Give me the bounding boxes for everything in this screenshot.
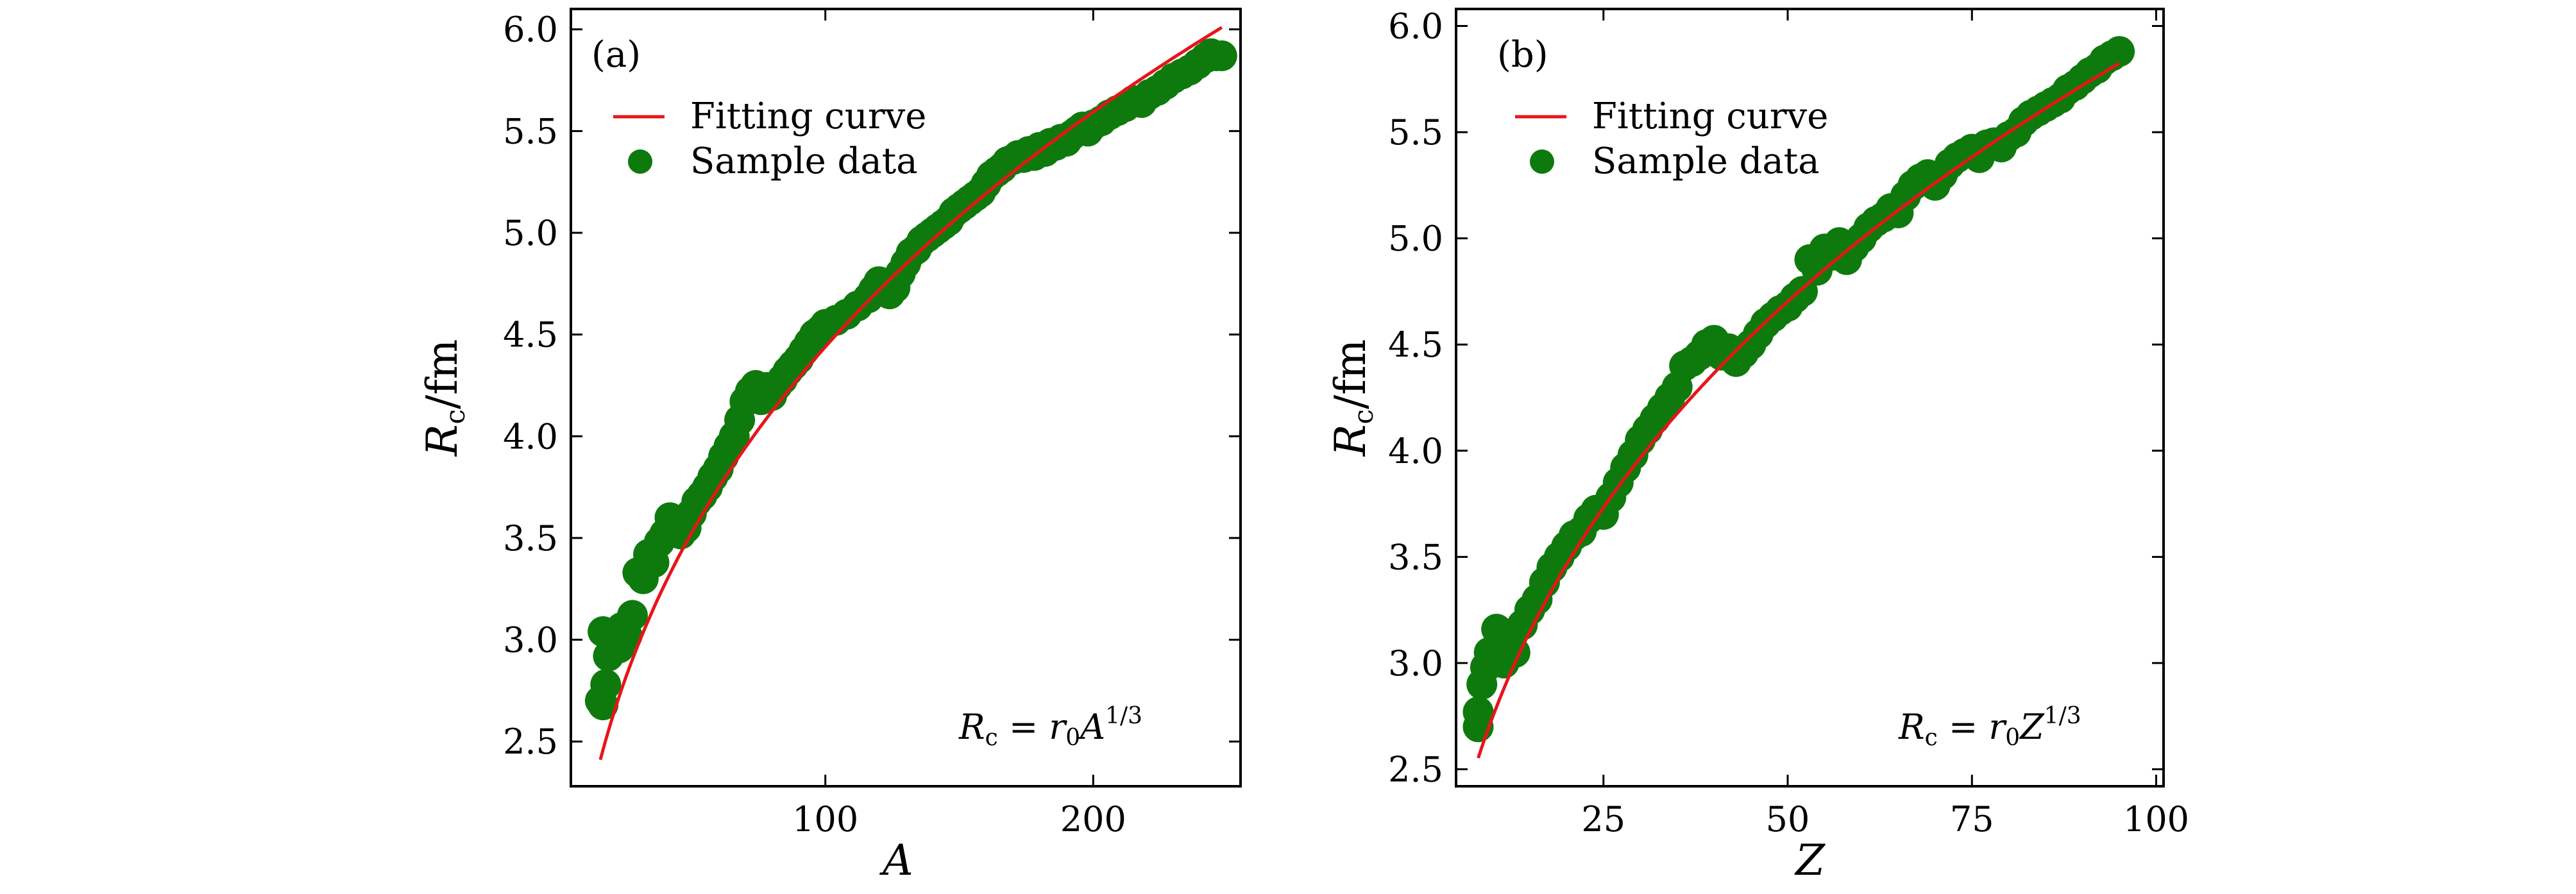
panel-b-legend: Fitting curve Sample data — [1515, 96, 1828, 182]
panel-a-fit-formula: Rc = r0A1/3 — [958, 703, 1142, 751]
panel-b-y-tick-label: 2.5 — [1388, 750, 1443, 790]
panel-b-legend-marker-swatch — [1530, 149, 1554, 174]
panel-a-y-tick-label: 4.5 — [503, 315, 558, 355]
panel-b-formula-rhs-sub: 0 — [2005, 725, 2020, 751]
panel-a-y-label-unit: /fm — [418, 339, 467, 409]
panel-a: 100 200 2.5 3.0 3.5 4.0 4.5 5.0 5.5 6.0 (a) Fitt… — [418, 8, 1242, 885]
panel-a-plot-frame — [570, 8, 1242, 788]
panel-b-formula-var: Z — [2019, 707, 2045, 747]
panel-a-formula-var: A — [1077, 707, 1105, 747]
panel-a-y-ticks: 2.5 3.0 3.5 4.0 4.5 5.0 5.5 6.0 — [503, 10, 1241, 762]
panel-a-y-tick-label: 3.5 — [503, 518, 558, 559]
panel-b-x-tick-label: 25 — [1581, 799, 1625, 839]
panel-a-y-tick-label: 4.0 — [503, 416, 558, 457]
panel-b-y-tick-label: 5.0 — [1388, 219, 1443, 259]
panel-b-legend-sample-data: Sample data — [1592, 140, 1820, 182]
panel-a-formula-rhs: = r — [998, 707, 1068, 747]
panel-a-y-tick-label: 2.5 — [503, 721, 558, 762]
panel-b-formula-lhs-sub: c — [1925, 725, 1938, 751]
panel-a-formula-lhs-sub: c — [985, 725, 998, 751]
panel-b-y-label-sub: c — [1348, 409, 1379, 425]
panel-b-label: (b) — [1497, 34, 1548, 76]
panel-a-y-tick-label: 5.5 — [503, 111, 558, 151]
panel-a-legend-sample-data: Sample data — [690, 140, 918, 182]
panel-b-fitting-curve — [1477, 62, 2121, 759]
panel-b-y-axis-title: Rc/fm — [1326, 339, 1379, 457]
panel-b-y-tick-label: 4.5 — [1388, 325, 1443, 365]
panel-a-x-axis-title: A — [879, 836, 913, 885]
panel-a-legend: Fitting curve Sample data — [613, 96, 926, 182]
panel-a-data-point — [1206, 40, 1237, 71]
panel-a-fitting-curve — [598, 26, 1223, 761]
panel-a-y-tick-label: 5.0 — [503, 213, 558, 253]
panel-b-y-tick-label: 4.0 — [1388, 431, 1443, 471]
panel-b-x-tick-label: 50 — [1766, 799, 1810, 839]
panel-b-y-label-var: R — [1326, 425, 1375, 457]
panel-b-legend-fitting-curve: Fitting curve — [1592, 96, 1828, 137]
panel-a-x-ticks: 100 200 — [792, 9, 1126, 839]
panel-a-label: (a) — [591, 34, 641, 76]
panel-b-x-tick-label: 75 — [1950, 799, 1994, 839]
panel-b-data-point — [2104, 36, 2135, 67]
panel-a-legend-fitting-curve: Fitting curve — [690, 96, 926, 137]
panel-b-x-axis-title: Z — [1794, 836, 1826, 885]
panel-b-fit-formula: Rc = r0Z1/3 — [1898, 703, 2081, 751]
panel-b-formula-lhs: R — [1898, 707, 1925, 747]
panel-b-y-tick-label: 6.0 — [1388, 6, 1443, 46]
panel-a-formula-rhs-sub: 0 — [1065, 725, 1080, 751]
panel-b-y-ticks: 2.5 3.0 3.5 4.0 4.5 5.0 5.5 6.0 — [1388, 6, 2164, 790]
panel-b-plot-frame — [1455, 8, 2165, 788]
panel-a-y-label-sub: c — [439, 409, 471, 425]
panel-b-formula-rhs: = r — [1938, 707, 2008, 747]
panel-a-y-axis-title: Rc/fm — [418, 339, 471, 457]
panel-b: 25 50 75 100 2.5 3.0 3.5 4.0 4.5 5.0 5.5 6.0 (b) F… — [1326, 6, 2189, 885]
panel-b-y-label-unit: /fm — [1326, 339, 1375, 409]
panel-a-formula-lhs: R — [958, 707, 985, 747]
panel-a-x-tick-label: 200 — [1060, 799, 1126, 839]
panel-b-y-tick-label: 3.5 — [1388, 537, 1443, 577]
panel-a-y-tick-label: 6.0 — [503, 10, 558, 50]
panel-b-x-tick-label: 100 — [2123, 799, 2189, 839]
panel-b-y-tick-label: 5.5 — [1388, 112, 1443, 153]
panel-a-y-label-var: R — [418, 425, 467, 457]
panel-b-y-tick-label: 3.0 — [1388, 643, 1443, 684]
panel-a-legend-marker-swatch — [628, 149, 652, 174]
panel-b-formula-exp: 1/3 — [2044, 703, 2081, 729]
panel-b-x-ticks: 25 50 75 100 — [1581, 9, 2189, 839]
panel-a-y-tick-label: 3.0 — [503, 620, 558, 661]
panel-a-x-tick-label: 100 — [792, 799, 858, 839]
panel-a-formula-exp: 1/3 — [1105, 703, 1142, 729]
panel-a-data-point — [590, 669, 622, 700]
panel-a-data-point — [617, 600, 648, 631]
